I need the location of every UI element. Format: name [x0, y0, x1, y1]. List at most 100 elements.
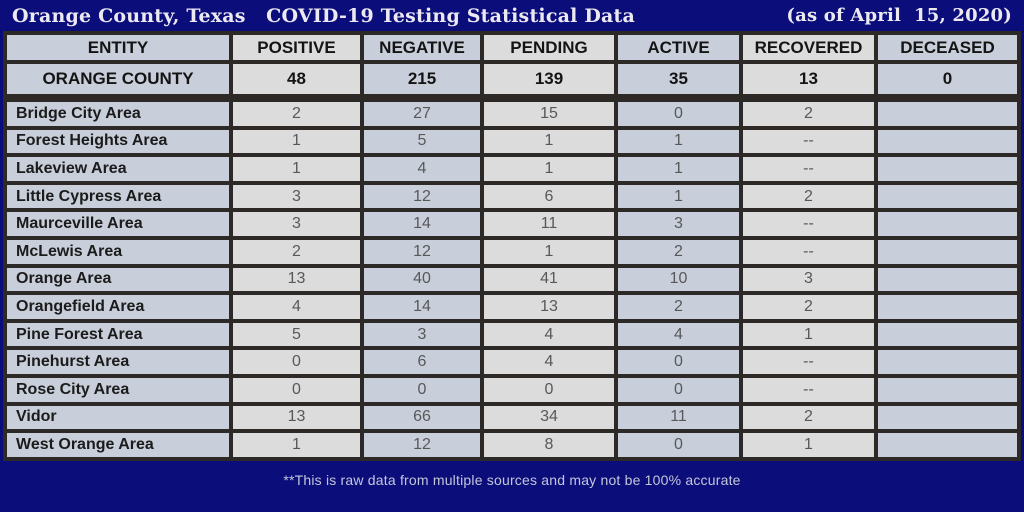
table-row: Orange Area 13 40 41 10 3 — [7, 267, 1017, 292]
table-row: Forest Heights Area 1 5 1 1 -- — [7, 129, 1017, 154]
table-row: West Orange Area 1 12 8 0 1 — [7, 433, 1017, 457]
pending-cell: 139 — [484, 64, 614, 94]
column-header-deceased: DECEASED — [878, 35, 1017, 60]
active-cell: 1 — [618, 129, 739, 154]
page-title: Orange County, Texas COVID-19 Testing St… — [12, 4, 636, 27]
active-cell: 35 — [618, 64, 739, 94]
entity-cell: Orange Area — [7, 267, 229, 292]
entity-cell: Pinehurst Area — [7, 350, 229, 374]
positive-cell: 0 — [233, 350, 360, 374]
pending-cell: 8 — [484, 433, 614, 457]
statistics-table: ENTITY POSITIVE NEGATIVE PENDING ACTIVE … — [3, 31, 1021, 461]
recovered-cell: 13 — [743, 64, 874, 94]
pending-cell: 4 — [484, 322, 614, 347]
active-cell: 2 — [618, 295, 739, 319]
active-cell: 3 — [618, 212, 739, 236]
active-cell: 0 — [618, 433, 739, 457]
positive-cell: 3 — [233, 212, 360, 236]
negative-cell: 0 — [364, 377, 480, 402]
disclaimer-note: **This is raw data from multiple sources… — [283, 472, 741, 488]
positive-cell: 2 — [233, 239, 360, 264]
deceased-cell — [878, 102, 1017, 126]
entity-cell: McLewis Area — [7, 239, 229, 264]
active-cell: 10 — [618, 267, 739, 292]
deceased-cell — [878, 295, 1017, 319]
entity-cell: West Orange Area — [7, 433, 229, 457]
deceased-cell — [878, 184, 1017, 209]
recovered-cell: -- — [743, 157, 874, 181]
pending-cell: 41 — [484, 267, 614, 292]
active-cell: 1 — [618, 184, 739, 209]
recovered-cell: -- — [743, 212, 874, 236]
recovered-cell: -- — [743, 350, 874, 374]
column-header-positive: POSITIVE — [233, 35, 360, 60]
table-row: Maurceville Area 3 14 11 3 -- — [7, 212, 1017, 236]
recovered-cell: 2 — [743, 102, 874, 126]
table-row: Lakeview Area 1 4 1 1 -- — [7, 157, 1017, 181]
pending-cell: 13 — [484, 295, 614, 319]
pending-cell: 1 — [484, 239, 614, 264]
column-header-negative: NEGATIVE — [364, 35, 480, 60]
negative-cell: 12 — [364, 433, 480, 457]
negative-cell: 14 — [364, 212, 480, 236]
negative-cell: 4 — [364, 157, 480, 181]
negative-cell: 3 — [364, 322, 480, 347]
positive-cell: 3 — [233, 184, 360, 209]
table-header-row: ENTITY POSITIVE NEGATIVE PENDING ACTIVE … — [7, 35, 1017, 60]
pending-cell: 34 — [484, 405, 614, 430]
table-row: McLewis Area 2 12 1 2 -- — [7, 239, 1017, 264]
positive-cell: 13 — [233, 267, 360, 292]
active-cell: 11 — [618, 405, 739, 430]
recovered-cell: 2 — [743, 295, 874, 319]
recovered-cell: 3 — [743, 267, 874, 292]
recovered-cell: -- — [743, 377, 874, 402]
positive-cell: 0 — [233, 377, 360, 402]
positive-cell: 5 — [233, 322, 360, 347]
negative-cell: 66 — [364, 405, 480, 430]
deceased-cell — [878, 239, 1017, 264]
deceased-cell — [878, 157, 1017, 181]
negative-cell: 40 — [364, 267, 480, 292]
table-row: Vidor 13 66 34 11 2 — [7, 405, 1017, 430]
pending-cell: 6 — [484, 184, 614, 209]
negative-cell: 27 — [364, 102, 480, 126]
active-cell: 0 — [618, 350, 739, 374]
entity-cell: Rose City Area — [7, 377, 229, 402]
entity-cell: Orangefield Area — [7, 295, 229, 319]
negative-cell: 5 — [364, 129, 480, 154]
deceased-cell — [878, 212, 1017, 236]
entity-cell: Little Cypress Area — [7, 184, 229, 209]
entity-cell: ORANGE COUNTY — [7, 64, 229, 94]
positive-cell: 4 — [233, 295, 360, 319]
title-bar: Orange County, Texas COVID-19 Testing St… — [0, 0, 1024, 31]
table-row: Pinehurst Area 0 6 4 0 -- — [7, 350, 1017, 374]
entity-cell: Pine Forest Area — [7, 322, 229, 347]
pending-cell: 1 — [484, 157, 614, 181]
as-of-date: (as of April 15, 2020) — [786, 5, 1012, 26]
deceased-cell — [878, 377, 1017, 402]
positive-cell: 1 — [233, 433, 360, 457]
active-cell: 0 — [618, 102, 739, 126]
table-row: Bridge City Area 2 27 15 0 2 — [7, 102, 1017, 126]
recovered-cell: -- — [743, 129, 874, 154]
entity-cell: Maurceville Area — [7, 212, 229, 236]
positive-cell: 2 — [233, 102, 360, 126]
deceased-cell — [878, 405, 1017, 430]
positive-cell: 1 — [233, 157, 360, 181]
positive-cell: 13 — [233, 405, 360, 430]
column-header-entity: ENTITY — [7, 35, 229, 60]
deceased-cell — [878, 433, 1017, 457]
entity-cell: Vidor — [7, 405, 229, 430]
negative-cell: 12 — [364, 184, 480, 209]
entity-cell: Bridge City Area — [7, 102, 229, 126]
recovered-cell: 1 — [743, 322, 874, 347]
table-row: Orangefield Area 4 14 13 2 2 — [7, 295, 1017, 319]
pending-cell: 4 — [484, 350, 614, 374]
recovered-cell: 1 — [743, 433, 874, 457]
entity-cell: Forest Heights Area — [7, 129, 229, 154]
column-header-active: ACTIVE — [618, 35, 739, 60]
table-row: Pine Forest Area 5 3 4 4 1 — [7, 322, 1017, 347]
active-cell: 2 — [618, 239, 739, 264]
deceased-cell — [878, 322, 1017, 347]
recovered-cell: -- — [743, 239, 874, 264]
